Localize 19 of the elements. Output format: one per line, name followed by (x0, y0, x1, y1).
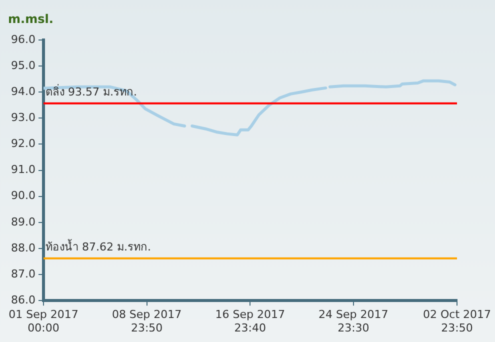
y-tick-label: 87.0 (10, 267, 36, 280)
y-tick-label: 95.0 (10, 58, 36, 72)
y-tick-label: 89.0 (10, 215, 36, 228)
y-axis-title: m.msl. (8, 12, 54, 26)
y-tick-label: 96.0 (10, 32, 36, 46)
x-tick-label: 16 Sep 2017 23:40 (215, 308, 285, 334)
y-tick-label: 88.0 (10, 241, 36, 254)
y-tick-label: 92.0 (10, 137, 36, 150)
y-tick-label: 86.0 (10, 293, 36, 306)
y-tick-label: 94.0 (10, 84, 36, 98)
y-tick-label: 93.0 (10, 111, 36, 124)
y-tick-label: 90.0 (10, 189, 36, 202)
x-tick-label: 24 Sep 2017 23:30 (318, 308, 388, 334)
ref-line-label: ตลิ่ง 93.57 ม.รทก. (45, 84, 137, 99)
y-tick-label: 91.0 (10, 163, 36, 176)
x-tick-label: 02 Oct 2017 23:50 (422, 308, 492, 334)
ref-line-label: ท้องน้ำ 87.62 ม.รทก. (45, 238, 151, 254)
x-tick-label: 08 Sep 2017 23:50 (112, 308, 182, 334)
x-tick-label: 01 Sep 2017 00:00 (8, 308, 78, 334)
